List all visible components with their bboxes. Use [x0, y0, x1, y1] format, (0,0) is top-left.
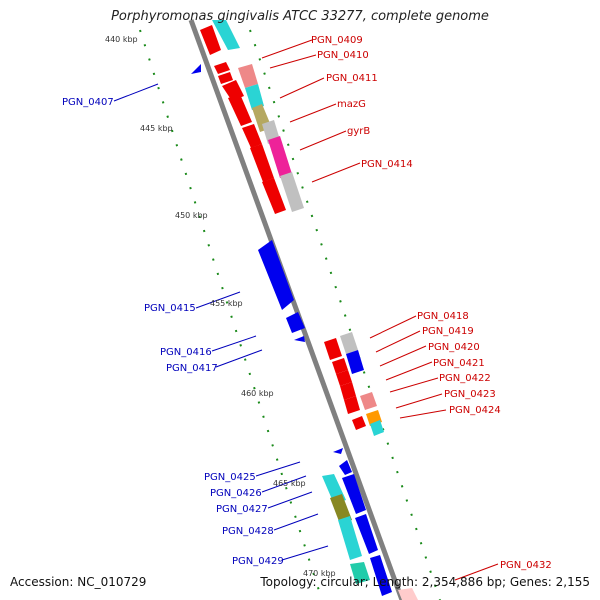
gene-arrow-mazg: [228, 94, 252, 126]
gene-arrow-pgn-0429: [370, 555, 392, 596]
gene-label[interactable]: PGN_0410: [317, 50, 369, 61]
gene-label[interactable]: PGN_0415: [144, 303, 196, 314]
gene-label[interactable]: PGN_0414: [361, 159, 413, 170]
gene-label[interactable]: PGN_0424: [449, 405, 501, 416]
cog-band: [350, 562, 370, 584]
cog-band: [340, 332, 358, 354]
gene-arrow-pgn-0410: [214, 62, 230, 74]
cog-band: [238, 64, 258, 88]
gene-label[interactable]: PGN_0421: [433, 358, 485, 369]
gene-label[interactable]: mazG: [337, 99, 366, 110]
gene-arrow-pgn-0427: [342, 474, 366, 514]
gene-arrow-pgn-0414a: [250, 144, 274, 182]
gene-label[interactable]: PGN_0423: [444, 389, 496, 400]
cog-band: [280, 172, 304, 212]
forward-leaders: [261, 39, 499, 581]
cog-band: [245, 84, 264, 110]
map-title: Porphyromonas gingivalis ATCC 33277, com…: [111, 9, 489, 24]
cog-band: [330, 494, 352, 524]
gene-label[interactable]: PGN_0426: [210, 488, 262, 499]
topology-text: Topology: circular; Length: 2,354,886 bp…: [260, 575, 590, 589]
gene-label[interactable]: PGN_0420: [428, 342, 480, 353]
gene-arrow-pgn-0418: [324, 338, 342, 360]
cog-bands: [212, 20, 418, 600]
gene-arrow-pgn-0428: [355, 514, 378, 554]
outer-dotted-ring: [249, 29, 441, 600]
reverse-gene-labels: PGN_0407 PGN_0415 PGN_0416 PGN_0417 PGN_…: [62, 97, 284, 567]
forward-gene-labels: PGN_0409 PGN_0410 PGN_0411 mazG gyrB PGN…: [311, 35, 552, 571]
gene-label[interactable]: PGN_0418: [417, 311, 469, 322]
gene-label[interactable]: PGN_0427: [216, 504, 268, 515]
gene-arrow-gyrb: [242, 124, 262, 148]
gene-label[interactable]: PGN_0416: [160, 347, 212, 358]
cog-band: [360, 392, 377, 410]
tick-label: 460 kbp: [241, 389, 274, 398]
gene-label[interactable]: PGN_0407: [62, 97, 114, 108]
gene-arrow-pgn-0419: [332, 358, 348, 374]
gene-label[interactable]: PGN_0417: [166, 363, 218, 374]
gene-label[interactable]: PGN_0429: [232, 556, 284, 567]
tick-label: 440 kbp: [105, 35, 138, 44]
tick-label: 455 kbp: [210, 299, 243, 308]
gene-arrow-pgn-0410b: [218, 72, 233, 84]
gene-arrow-pgn-0422: [344, 396, 360, 414]
gene-arrow-pgn-0426: [339, 460, 352, 475]
cog-band: [398, 588, 418, 600]
gene-label[interactable]: PGN_0425: [204, 472, 256, 483]
gene-arrow-pgn-0421: [340, 382, 356, 400]
gene-label[interactable]: PGN_0422: [439, 373, 491, 384]
genome-backbone: [188, 19, 405, 600]
gene-arrow-pgn-0425: [333, 448, 343, 454]
cog-band: [338, 516, 362, 560]
gene-label[interactable]: PGN_0409: [311, 35, 363, 46]
gene-arrow-pgn-0420: [336, 370, 352, 386]
cog-band: [346, 350, 364, 374]
cog-band: [268, 136, 292, 178]
gene-label[interactable]: PGN_0432: [500, 560, 552, 571]
gene-arrow-pgn-0415: [258, 240, 294, 310]
reverse-leaders: [113, 83, 329, 561]
tick-label: 445 kbp: [140, 124, 173, 133]
gene-arrow-pgn-0414b: [262, 178, 286, 214]
tick-label: 465 kbp: [273, 479, 306, 488]
tick-labels: 440 kbp 445 kbp 450 kbp 455 kbp 460 kbp …: [105, 35, 336, 578]
gene-arrow-pgn-0416: [286, 312, 305, 333]
tick-label: 470 kbp: [303, 569, 336, 578]
gene-label[interactable]: PGN_0411: [326, 73, 378, 84]
gene-arrow-pgn-0407: [191, 64, 201, 74]
gene-arrow-pgn-0409: [200, 25, 221, 55]
gene-label[interactable]: PGN_0419: [422, 326, 474, 337]
accession-text: Accession: NC_010729: [10, 575, 147, 589]
reverse-genes: [191, 25, 392, 596]
gene-label[interactable]: gyrB: [347, 126, 370, 137]
gene-arrow-pgn-0423: [352, 416, 366, 430]
cog-band: [212, 20, 240, 50]
cog-band: [370, 420, 384, 436]
gene-arrow-pgn-0417: [294, 336, 305, 342]
tick-label: 450 kbp: [175, 211, 208, 220]
gene-label[interactable]: PGN_0428: [222, 526, 274, 537]
